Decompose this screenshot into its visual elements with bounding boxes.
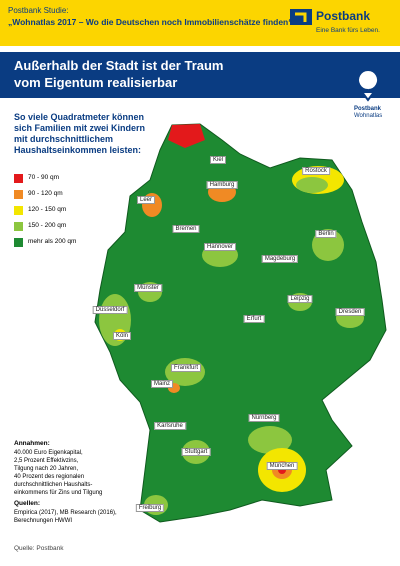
city-label: Erfurt bbox=[243, 315, 265, 323]
question-line: So viele Quadratmeter können bbox=[14, 112, 145, 122]
source-line: Berechnungen HWWI bbox=[14, 518, 73, 524]
legend bbox=[14, 174, 23, 247]
title-line: Außerhalb der Stadt ist der Traum bbox=[14, 58, 224, 73]
legend-swatch bbox=[14, 190, 23, 199]
question-line: Haushaltseinkommen leisten: bbox=[14, 145, 142, 155]
city-label: Düsseldorf bbox=[92, 306, 128, 314]
study-label: Postbank Studie: bbox=[8, 6, 69, 15]
assumption-line: 40 Prozent des regionalen bbox=[14, 474, 85, 480]
city-label: Karlsruhe bbox=[154, 422, 186, 430]
city-label: München bbox=[266, 462, 298, 470]
city-label: Frankfurt bbox=[170, 364, 202, 372]
footer-source: Quelle: Postbank bbox=[14, 545, 64, 552]
assumption-line: einkommens für Zins und Tilgung bbox=[14, 490, 103, 496]
legend-swatch bbox=[14, 206, 23, 215]
pin-icon bbox=[357, 69, 380, 102]
logo-icon bbox=[290, 9, 312, 25]
brand-tagline: Eine Bank fürs Leben. bbox=[316, 27, 380, 34]
city-label: Rostock bbox=[302, 167, 330, 175]
legend-label: 120 - 150 qm bbox=[28, 206, 67, 213]
legend-label: mehr als 200 qm bbox=[28, 238, 77, 245]
assumption-line: 2,5 Prozent Effektivzins, bbox=[14, 458, 79, 464]
city-label: Hannover bbox=[203, 243, 237, 251]
legend-swatch bbox=[14, 238, 23, 247]
source-line: Empirica (2017), MB Research (2016), bbox=[14, 510, 117, 516]
assumption-line: 40.000 Euro Eigenkapital, bbox=[14, 450, 83, 456]
city-label: Leer bbox=[136, 196, 156, 204]
city-label: Dresden bbox=[335, 308, 365, 316]
assumptions-title: Annahmen: bbox=[14, 440, 50, 447]
city-label: Berlin bbox=[315, 230, 337, 238]
legend-label: 70 - 90 qm bbox=[28, 174, 60, 181]
legend-label: 90 - 120 qm bbox=[28, 190, 63, 197]
city-label: Stuttgart bbox=[181, 448, 211, 456]
region bbox=[248, 426, 292, 454]
title-line: vom Eigentum realisierbar bbox=[14, 75, 178, 90]
title-band bbox=[0, 52, 400, 98]
question-line: sich Familien mit zwei Kindern bbox=[14, 123, 146, 133]
assumption-line: Tilgung nach 20 Jahren, bbox=[14, 466, 79, 472]
region bbox=[168, 124, 205, 148]
badge-name: Postbank bbox=[354, 106, 382, 112]
badge-sub: Wohnatlas bbox=[354, 113, 383, 119]
brand-name: Postbank bbox=[316, 9, 371, 23]
city-label: Münster bbox=[134, 284, 162, 292]
region bbox=[296, 177, 328, 193]
logo-mark bbox=[295, 12, 307, 22]
city-label: Freiburg bbox=[135, 504, 165, 512]
city-label: Nürnberg bbox=[248, 414, 280, 422]
question-line: mit durchschnittlichem bbox=[14, 134, 114, 144]
city-label: Kiel bbox=[209, 156, 227, 164]
study-subtitle: „Wohnatlas 2017 – Wo die Deutschen noch … bbox=[8, 17, 293, 27]
legend-swatch bbox=[14, 222, 23, 231]
sources-title: Quellen: bbox=[14, 500, 41, 507]
city-label: Magdeburg bbox=[261, 255, 299, 263]
city-label: Köln bbox=[112, 332, 132, 340]
city-label: Hamburg bbox=[206, 181, 238, 189]
city-label: Mainz bbox=[150, 380, 174, 388]
city-label: Bremen bbox=[172, 225, 200, 233]
legend-swatch bbox=[14, 174, 23, 183]
assumption-line: durchschnittlichen Haushalts- bbox=[14, 482, 93, 488]
legend-label: 150 - 200 qm bbox=[28, 222, 67, 229]
city-label: Leipzig bbox=[287, 295, 313, 303]
header-band bbox=[0, 0, 400, 46]
